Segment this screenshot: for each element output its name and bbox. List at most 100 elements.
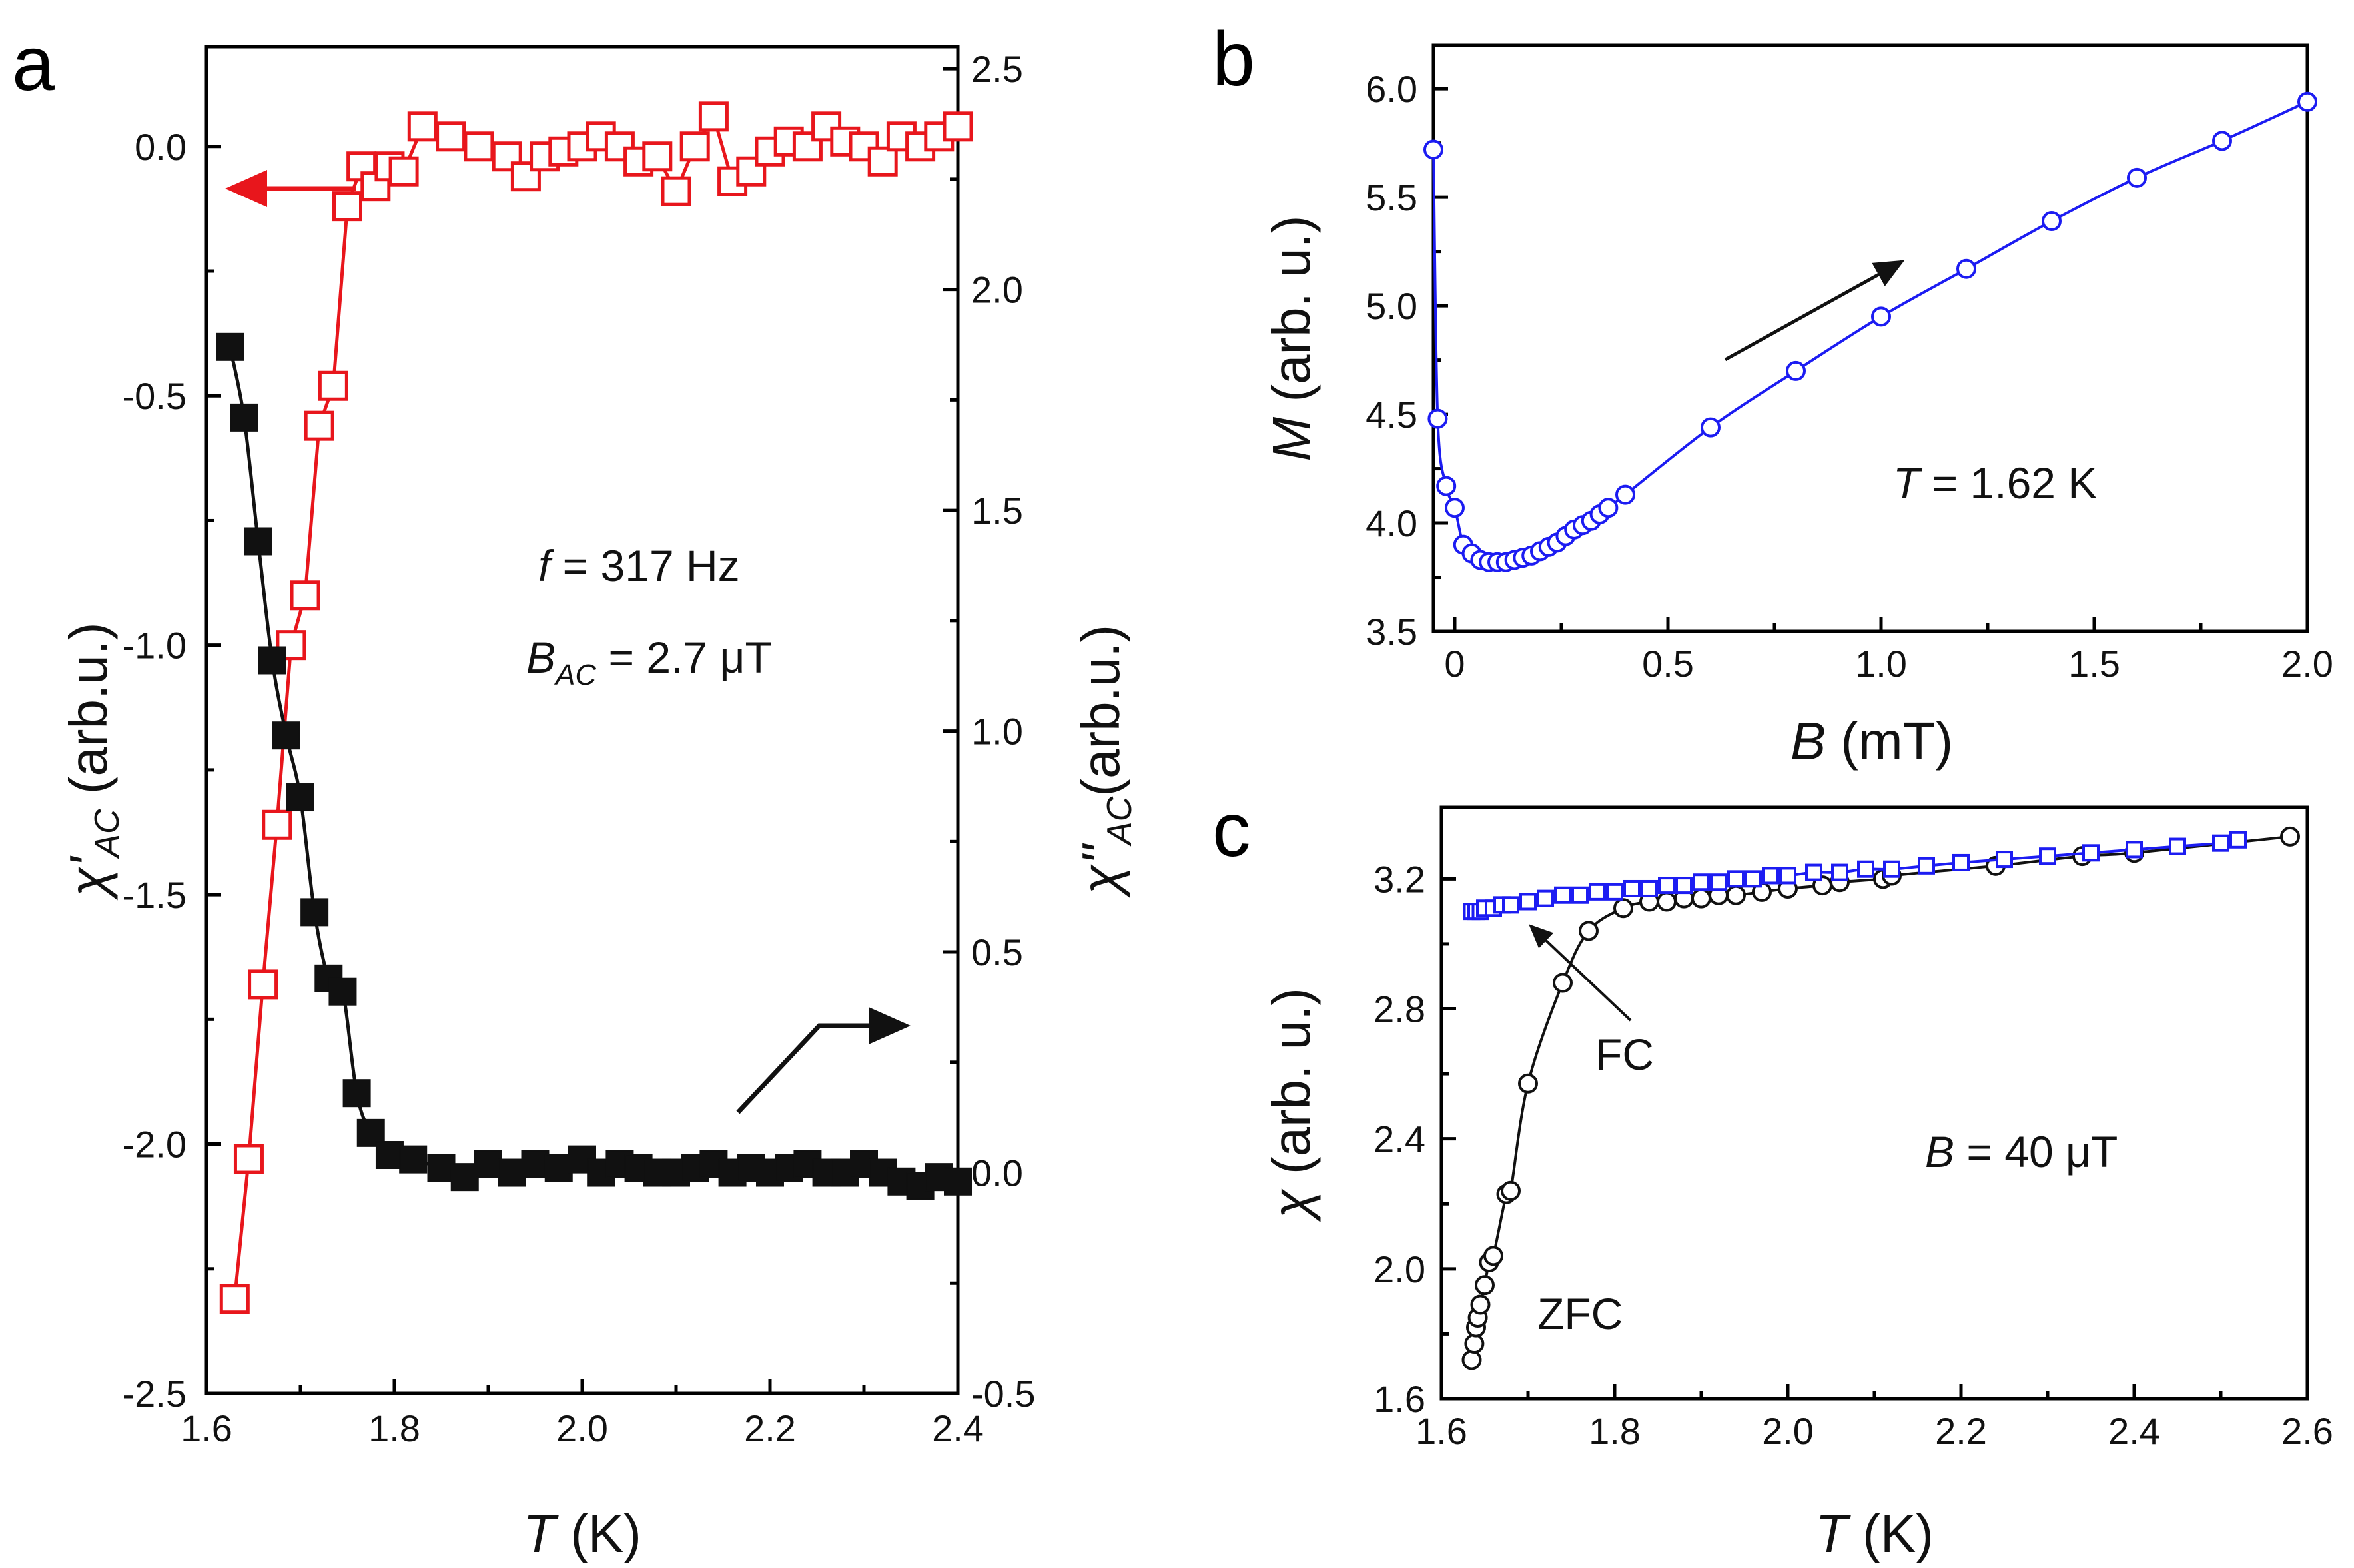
chi-imag-point	[300, 898, 329, 927]
panel-a-left-y-tick-label: -2.5	[123, 1373, 187, 1415]
panel-c-y-tick-label: 3.2	[1373, 858, 1425, 900]
fc-point	[1762, 867, 1779, 885]
magnetization-line	[1432, 100, 2308, 564]
panel-c-y-tick-label: 1.6	[1373, 1378, 1425, 1420]
panel-a-left-y-tick-label: -2.0	[123, 1124, 187, 1166]
zfc-point	[1461, 1350, 1482, 1370]
panel-c-x-tick-label: 2.0	[1762, 1410, 1814, 1452]
fc-point	[1745, 870, 1762, 888]
panel-b-x-tick-label: 0	[1444, 643, 1465, 685]
panel-letter-a: a	[12, 21, 55, 107]
panel-b-y-ticks: 6.0 5.5 5.0 4.5 4.0 3.5	[1366, 68, 1448, 653]
panel-c-x-ticks: 1.6 1.8 2.0 2.2 2.4 2.6	[1415, 1384, 2333, 1452]
panel-a-x-ticks: 1.6 1.8 2.0 2.2 2.4	[181, 1379, 984, 1449]
panel-a-left-y-tick-label: -1.5	[123, 874, 187, 916]
fc-point	[1519, 893, 1537, 911]
panel-c-y-ticks: 3.2 2.8 2.4 2.0 1.6	[1373, 858, 1456, 1420]
fc-point	[2082, 844, 2100, 862]
panel-b-x-ticks: 0 0.5 1.0 1.5 2.0	[1444, 617, 2333, 685]
magnetization-point	[1598, 498, 1619, 518]
panel-a-right-y-ticks: 2.5 2.0 1.5 1.0 0.5 0.0 -0.5	[943, 48, 1036, 1415]
fc-point	[1883, 860, 1900, 878]
fc-point	[2212, 834, 2229, 852]
panel-a-right-y-tick-label: 0.0	[971, 1152, 1023, 1194]
panel-a-left-y-tick-label: 0.0	[135, 126, 187, 168]
fc-point	[1571, 886, 1589, 904]
fc-point	[1779, 867, 1796, 885]
fc-point	[1805, 863, 1822, 881]
zfc-point	[1483, 1246, 1503, 1266]
magnetization-point	[1871, 306, 1891, 327]
chi-imag-point	[216, 332, 244, 361]
chi-real-point	[233, 1144, 264, 1174]
chi-imag-point	[699, 1150, 728, 1178]
chi-imag-point	[375, 1141, 404, 1170]
fc-point	[1537, 889, 1554, 907]
panel-b-y-tick-label: 3.5	[1366, 611, 1417, 653]
magnetization-point	[1786, 360, 1806, 381]
panel-a-x-tick-label: 2.0	[556, 1407, 608, 1449]
panel-a-left-y-tick-label: -1.0	[123, 625, 187, 667]
fc-point	[1623, 879, 1641, 897]
chi-real-point	[407, 111, 438, 142]
zfc-point	[1613, 898, 1633, 919]
panel-c-zfc-label: ZFC	[1537, 1289, 1623, 1338]
panel-c: c 1.6 1.8 2.0 2.2 2.4 2.6 3.2 2.8 2.4 2.0 1.6 T (…	[1212, 787, 2333, 1563]
chi-real-point	[332, 191, 362, 222]
panel-a-field-annotation: BAC = 2.7 μT	[526, 633, 772, 691]
magnetization-point	[1615, 484, 1635, 505]
magnetization-point	[2212, 131, 2232, 151]
panel-a-x-tick-label: 1.8	[368, 1407, 420, 1449]
magnetization-point	[2297, 91, 2317, 112]
panel-b-temperature-annotation: T = 1.62 K	[1893, 458, 2097, 508]
chi-imag-point	[244, 527, 272, 556]
fc-point	[1727, 870, 1745, 888]
fc-point	[1554, 886, 1571, 904]
zfc-point	[1464, 1334, 1485, 1354]
chi-imag-point	[521, 1150, 550, 1178]
chi-real-point	[318, 370, 348, 401]
panel-a-right-y-tick-label: -0.5	[971, 1373, 1036, 1415]
panel-b-y-tick-label: 4.0	[1366, 502, 1417, 544]
panel-b-x-tick-label: 1.0	[1855, 643, 1907, 685]
zfc-point	[1518, 1073, 1538, 1094]
chi-real-point	[219, 1284, 250, 1314]
fc-point	[1857, 860, 1874, 878]
fc-point	[1606, 883, 1623, 901]
chi-imag-point	[399, 1145, 428, 1174]
fc-point	[1589, 883, 1606, 901]
panel-a-right-y-tick-label: 1.5	[971, 490, 1023, 532]
panel-b-y-tick-label: 5.5	[1366, 177, 1417, 218]
chi-real-point	[867, 146, 898, 177]
chi-real-point	[262, 809, 292, 840]
panel-a-right-axis-arrow	[736, 1007, 911, 1114]
panel-c-x-tick-label: 2.4	[2108, 1410, 2160, 1452]
panel-a: a 1.6 1.8 2.0 2.2 2.4 0.0 -0.5 -1.0 -1.5 -2.0 -2.…	[12, 21, 1139, 1563]
chi-imag-point	[272, 721, 300, 750]
fc-point	[1831, 863, 1848, 881]
chi-imag-point	[230, 403, 258, 432]
panel-b-y-tick-label: 5.0	[1366, 285, 1417, 327]
panel-a-x-tick-label: 2.4	[932, 1407, 984, 1449]
panel-b-x-tick-label: 1.5	[2068, 643, 2120, 685]
panel-c-y-tick-label: 2.8	[1373, 988, 1425, 1030]
panel-a-left-y-label: χ'AC (arb.u.)	[59, 622, 127, 900]
chi-real-point	[943, 111, 973, 142]
panel-a-frame	[204, 45, 960, 1395]
zfc-point	[1579, 921, 1599, 941]
panel-a-right-y-label: χ''AC(arb.u.)	[1071, 625, 1139, 898]
panel-a-frequency-annotation: f = 317 Hz	[538, 541, 740, 590]
zfc-point	[1475, 1275, 1495, 1296]
fc-point	[2169, 837, 2186, 855]
panel-c-x-tick-label: 2.6	[2281, 1410, 2333, 1452]
zfc-point	[2280, 826, 2300, 847]
chi-real-point	[698, 101, 729, 132]
magnetization-point	[1445, 498, 1465, 518]
magnetization-point	[1956, 258, 1976, 279]
panel-a-right-y-tick-label: 1.0	[971, 711, 1023, 753]
zfc-point	[1553, 973, 1573, 993]
panel-b-y-tick-label: 6.0	[1366, 68, 1417, 110]
zfc-point	[1691, 888, 1711, 909]
fc-point	[1710, 873, 1727, 891]
